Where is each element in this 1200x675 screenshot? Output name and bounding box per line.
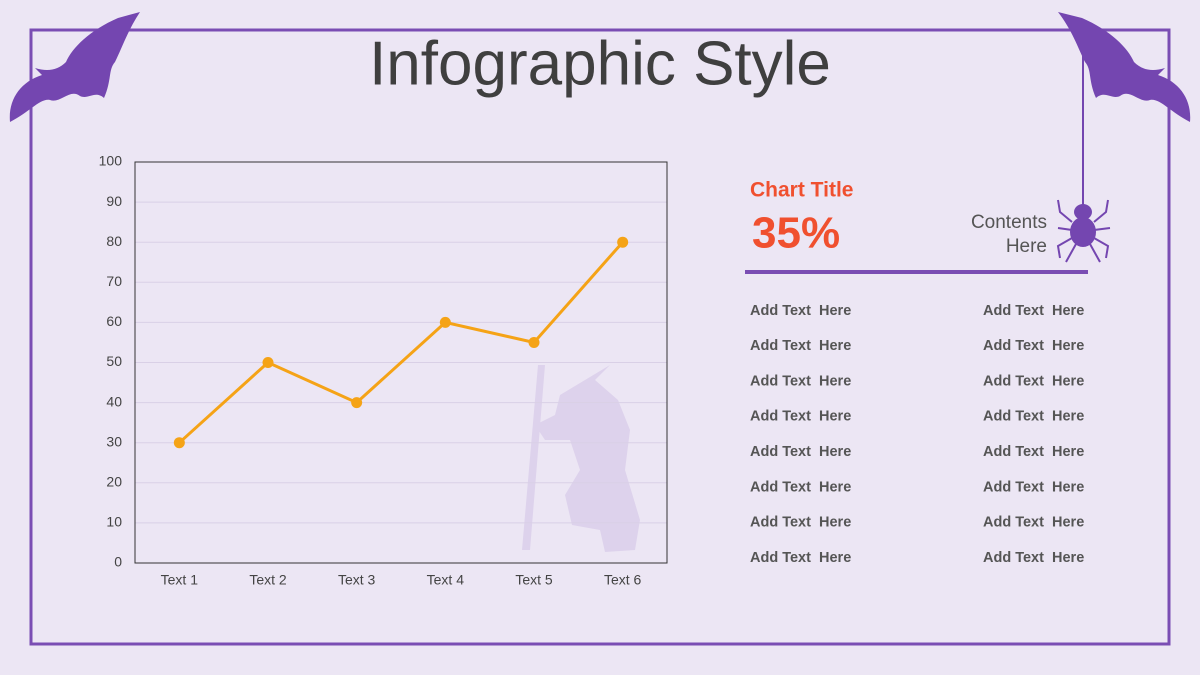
y-tick-label: 80 bbox=[106, 233, 122, 249]
item-text: Add Text Here bbox=[983, 444, 1084, 460]
contents-line: Here bbox=[1006, 236, 1047, 257]
point bbox=[617, 236, 629, 248]
item-text: Add Text Here bbox=[750, 444, 851, 460]
x-tick-label: Text 6 bbox=[604, 572, 642, 588]
spider-head bbox=[1074, 204, 1092, 220]
y-tick-label: 90 bbox=[106, 193, 122, 209]
item-text: Add Text Here bbox=[750, 409, 851, 425]
y-tick-label: 60 bbox=[106, 313, 122, 329]
item-text: Add Text Here bbox=[983, 550, 1084, 566]
x-tick-label: Text 1 bbox=[161, 572, 199, 588]
y-tick-label: 70 bbox=[106, 273, 122, 289]
item-text: Add Text Here bbox=[983, 479, 1084, 495]
point bbox=[439, 316, 451, 328]
item-text: Add Text Here bbox=[750, 515, 851, 531]
y-tick-label: 20 bbox=[106, 474, 122, 490]
x-tick-label: Text 2 bbox=[249, 572, 287, 588]
item-text: Add Text Here bbox=[983, 303, 1084, 319]
slide-title: Infographic Style bbox=[369, 29, 831, 98]
point bbox=[351, 397, 363, 409]
contents-line: Contents bbox=[971, 212, 1047, 233]
x-tick-label: Text 4 bbox=[427, 572, 465, 588]
y-tick-label: 30 bbox=[106, 433, 122, 449]
bat-left bbox=[9, 12, 140, 122]
item-text: Add Text Here bbox=[983, 409, 1084, 425]
point bbox=[262, 357, 274, 368]
plot-frame bbox=[134, 161, 668, 564]
item-text: Add Text Here bbox=[750, 338, 851, 354]
spider-body bbox=[1070, 217, 1096, 247]
point bbox=[528, 336, 540, 348]
frame bbox=[29, 28, 1171, 646]
item-text: Add Text Here bbox=[750, 303, 851, 319]
panel-title: Chart Title bbox=[750, 179, 853, 202]
point bbox=[173, 437, 185, 449]
item-text: Add Text Here bbox=[983, 373, 1084, 389]
x-tick-label: Text 5 bbox=[515, 572, 553, 588]
y-tick-label: 40 bbox=[106, 393, 122, 409]
y-tick-label: 10 bbox=[106, 514, 122, 530]
item-list: Add Text Here Add Text Here Add Text Here A… bbox=[750, 303, 1084, 566]
bat-right bbox=[1058, 12, 1191, 122]
panel-stat: 35% bbox=[752, 209, 840, 258]
y-tick-label: 50 bbox=[106, 353, 122, 369]
series-line bbox=[178, 241, 624, 444]
witch-decor bbox=[522, 365, 640, 552]
item-text: Add Text Here bbox=[983, 515, 1084, 531]
item-text: Add Text Here bbox=[750, 550, 851, 566]
item-text: Add Text Here bbox=[750, 479, 851, 495]
y-tick-label: 100 bbox=[99, 153, 123, 169]
item-text: Add Text Here bbox=[983, 338, 1084, 354]
spider bbox=[1056, 45, 1111, 263]
y-tick-label: 0 bbox=[114, 554, 122, 570]
x-tick-label: Text 3 bbox=[338, 572, 376, 588]
item-text: Add Text Here bbox=[750, 373, 851, 389]
